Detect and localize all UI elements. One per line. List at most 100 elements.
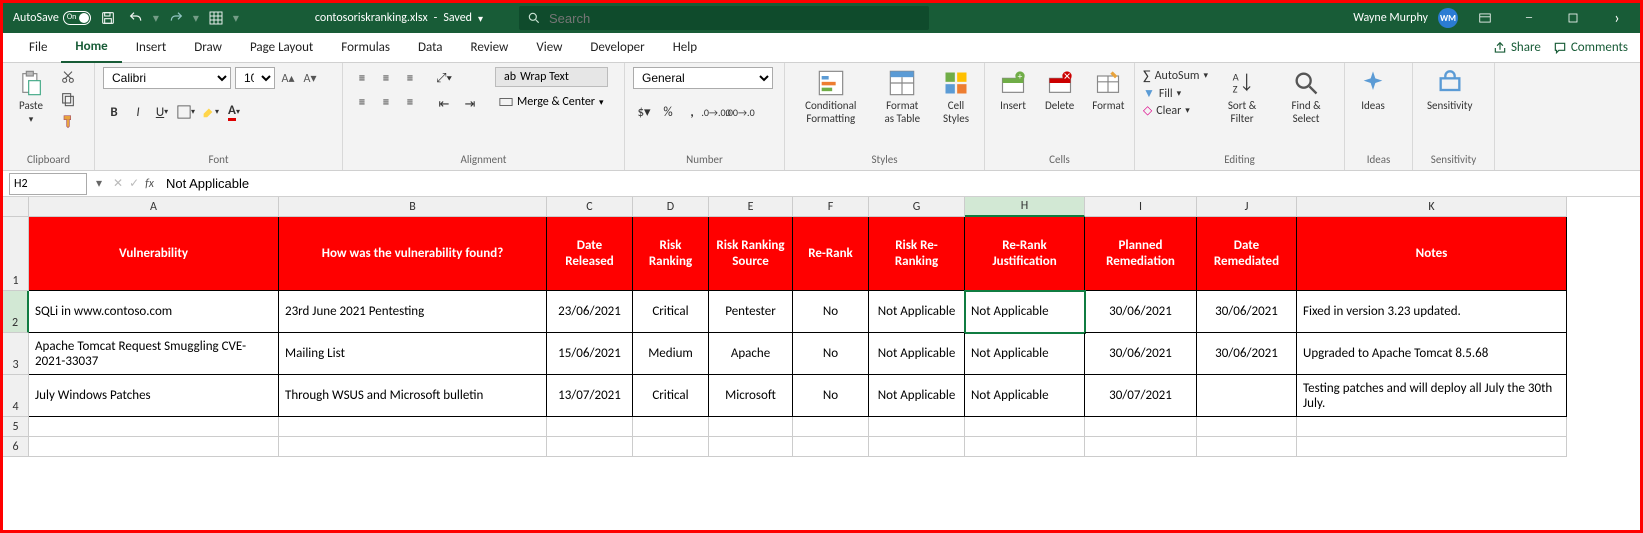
row-header-5[interactable]: 5	[3, 417, 29, 437]
cell[interactable]	[793, 417, 869, 437]
cell[interactable]: 23/06/2021	[547, 291, 633, 333]
cell[interactable]	[869, 417, 965, 437]
cell[interactable]	[965, 437, 1085, 457]
grid-icon[interactable]	[205, 7, 227, 29]
cell[interactable]: Critical	[633, 375, 709, 417]
delete-cells-button[interactable]: ✕Delete	[1039, 67, 1080, 114]
cell[interactable]	[869, 437, 965, 457]
ideas-button[interactable]: Ideas	[1353, 67, 1393, 114]
cell[interactable]: 15/06/2021	[547, 333, 633, 375]
ribbon-options-icon[interactable]	[1468, 7, 1502, 29]
header-cell[interactable]: Risk Re-Ranking	[869, 217, 965, 291]
cell[interactable]: Critical	[633, 291, 709, 333]
user-avatar[interactable]: WM	[1438, 8, 1458, 28]
cell[interactable]	[633, 437, 709, 457]
italic-button[interactable]: I	[127, 101, 149, 123]
cell[interactable]	[965, 417, 1085, 437]
col-header-J[interactable]: J	[1197, 197, 1297, 217]
name-box[interactable]: H2	[9, 173, 87, 195]
cell[interactable]: Mailing List	[279, 333, 547, 375]
cell[interactable]: Through WSUS and Microsoft bulletin	[279, 375, 547, 417]
cell[interactable]: No	[793, 333, 869, 375]
cell[interactable]: Testing patches and will deploy all July…	[1297, 375, 1567, 417]
col-header-D[interactable]: D	[633, 197, 709, 217]
name-box-dropdown-icon[interactable]: ▾	[91, 176, 107, 191]
save-icon[interactable]	[97, 7, 119, 29]
cell[interactable]	[29, 417, 279, 437]
header-cell[interactable]: Date Released	[547, 217, 633, 291]
row-header-3[interactable]: 3	[3, 333, 29, 375]
cell[interactable]	[709, 437, 793, 457]
autosave-switch[interactable]: On	[63, 11, 91, 25]
autosum-button[interactable]: ∑AutoSum▾	[1143, 67, 1208, 84]
cell[interactable]: Not Applicable	[869, 291, 965, 333]
insert-cells-button[interactable]: +Insert	[993, 67, 1033, 114]
header-cell[interactable]: How was the vulnerability found?	[279, 217, 547, 291]
fx-icon[interactable]: fx	[145, 177, 154, 191]
cell-selected[interactable]: Not Applicable	[965, 291, 1085, 333]
row-header-1[interactable]: 1	[3, 217, 29, 291]
cell[interactable]: Pentester	[709, 291, 793, 333]
cell[interactable]	[633, 417, 709, 437]
cell[interactable]: Not Applicable	[869, 375, 965, 417]
cell[interactable]: No	[793, 375, 869, 417]
cell[interactable]: Medium	[633, 333, 709, 375]
chevron-down-icon[interactable]: ▾	[478, 12, 483, 25]
cell[interactable]: Fixed in version 3.23 updated.	[1297, 291, 1567, 333]
cell[interactable]: Upgraded to Apache Tomcat 8.5.68	[1297, 333, 1567, 375]
cell[interactable]: Apache	[709, 333, 793, 375]
align-right-icon[interactable]: ≡	[399, 91, 421, 113]
align-top-icon[interactable]: ≡	[351, 67, 373, 89]
header-cell[interactable]: Risk Ranking Source	[709, 217, 793, 291]
col-header-I[interactable]: I	[1085, 197, 1197, 217]
col-header-H[interactable]: H	[965, 197, 1085, 217]
cell[interactable]: Apache Tomcat Request Smuggling CVE-2021…	[29, 333, 279, 375]
cell[interactable]	[1297, 437, 1567, 457]
worksheet[interactable]: A B C D E F G H I J K 1 Vulnerability Ho…	[3, 197, 1640, 457]
cell[interactable]: 30/06/2021	[1085, 333, 1197, 375]
bold-button[interactable]: B	[103, 101, 125, 123]
clear-button[interactable]: ◇Clear▾	[1143, 103, 1208, 118]
formula-input[interactable]	[160, 176, 1640, 191]
cell[interactable]: 30/07/2021	[1085, 375, 1197, 417]
font-name-select[interactable]: Calibri	[103, 67, 231, 89]
cancel-formula-icon[interactable]: ✕	[113, 176, 123, 191]
cell[interactable]	[1297, 417, 1567, 437]
format-as-table-button[interactable]: Format as Table	[875, 67, 931, 127]
increase-font-icon[interactable]: A▴	[279, 68, 297, 88]
col-header-A[interactable]: A	[29, 197, 279, 217]
fill-button[interactable]: ▼Fill▾	[1143, 86, 1208, 101]
confirm-formula-icon[interactable]: ✓	[129, 176, 139, 191]
cell[interactable]: Not Applicable	[965, 375, 1085, 417]
format-cells-button[interactable]: Format	[1086, 67, 1130, 114]
maximize-icon[interactable]	[1556, 7, 1590, 29]
col-header-F[interactable]: F	[793, 197, 869, 217]
conditional-formatting-button[interactable]: Conditional Formatting	[793, 67, 869, 127]
cell-styles-button[interactable]: Cell Styles	[936, 67, 976, 127]
cell[interactable]	[547, 417, 633, 437]
number-format-select[interactable]: General	[633, 67, 773, 89]
search-input[interactable]	[549, 11, 921, 26]
undo-icon[interactable]	[125, 7, 147, 29]
paste-button[interactable]: Paste▾	[11, 67, 51, 127]
tab-review[interactable]: Review	[457, 33, 523, 63]
cell[interactable]	[1197, 417, 1297, 437]
row-header-4[interactable]: 4	[3, 375, 29, 417]
redo-icon[interactable]	[165, 7, 187, 29]
header-cell[interactable]: Notes	[1297, 217, 1567, 291]
decrease-decimal-icon[interactable]: .00→.0	[729, 101, 751, 123]
tab-file[interactable]: File	[15, 33, 61, 63]
col-header-C[interactable]: C	[547, 197, 633, 217]
tab-draw[interactable]: Draw	[180, 33, 236, 63]
cell[interactable]: SQLi in www.contoso.com	[29, 291, 279, 333]
cell[interactable]: 30/06/2021	[1197, 333, 1297, 375]
user-name[interactable]: Wayne Murphy	[1353, 11, 1428, 25]
select-all-corner[interactable]	[3, 197, 29, 217]
row-header-6[interactable]: 6	[3, 437, 29, 457]
cell[interactable]	[793, 437, 869, 457]
align-center-icon[interactable]: ≡	[375, 91, 397, 113]
header-cell[interactable]: Planned Remediation	[1085, 217, 1197, 291]
sensitivity-button[interactable]: Sensitivity	[1421, 67, 1478, 114]
tab-insert[interactable]: Insert	[122, 33, 181, 63]
percent-icon[interactable]: %	[657, 101, 679, 123]
